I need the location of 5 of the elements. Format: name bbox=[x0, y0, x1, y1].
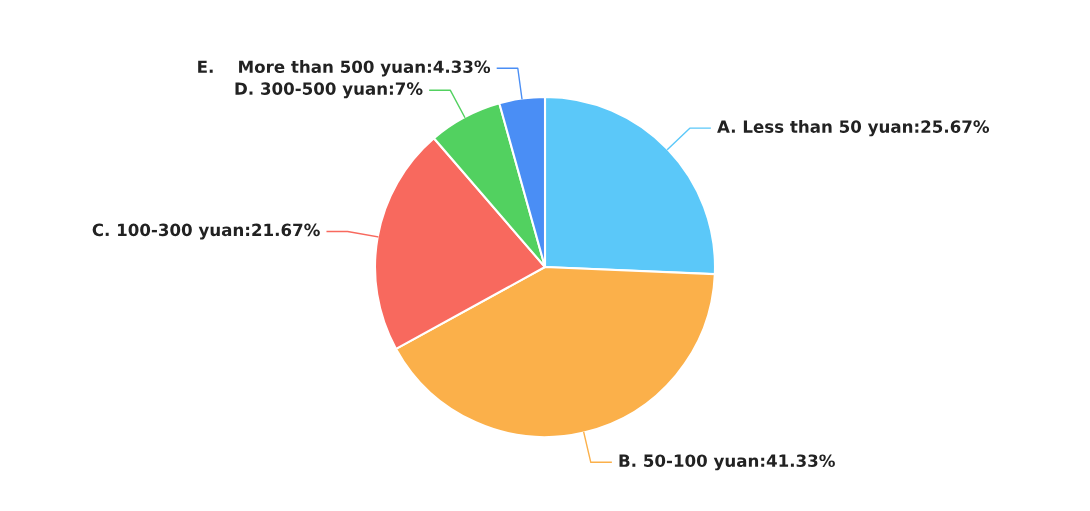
slice-label: B. 50-100 yuan:41.33% bbox=[619, 454, 835, 471]
slice-label: A. Less than 50 yuan:25.67% bbox=[717, 120, 990, 137]
slice-label: C. 100-300 yuan:21.67% bbox=[92, 223, 320, 240]
slice-label: E. More than 500 yuan:4.33% bbox=[198, 60, 491, 77]
slice-label: D. 300-500 yuan:7% bbox=[235, 82, 423, 99]
